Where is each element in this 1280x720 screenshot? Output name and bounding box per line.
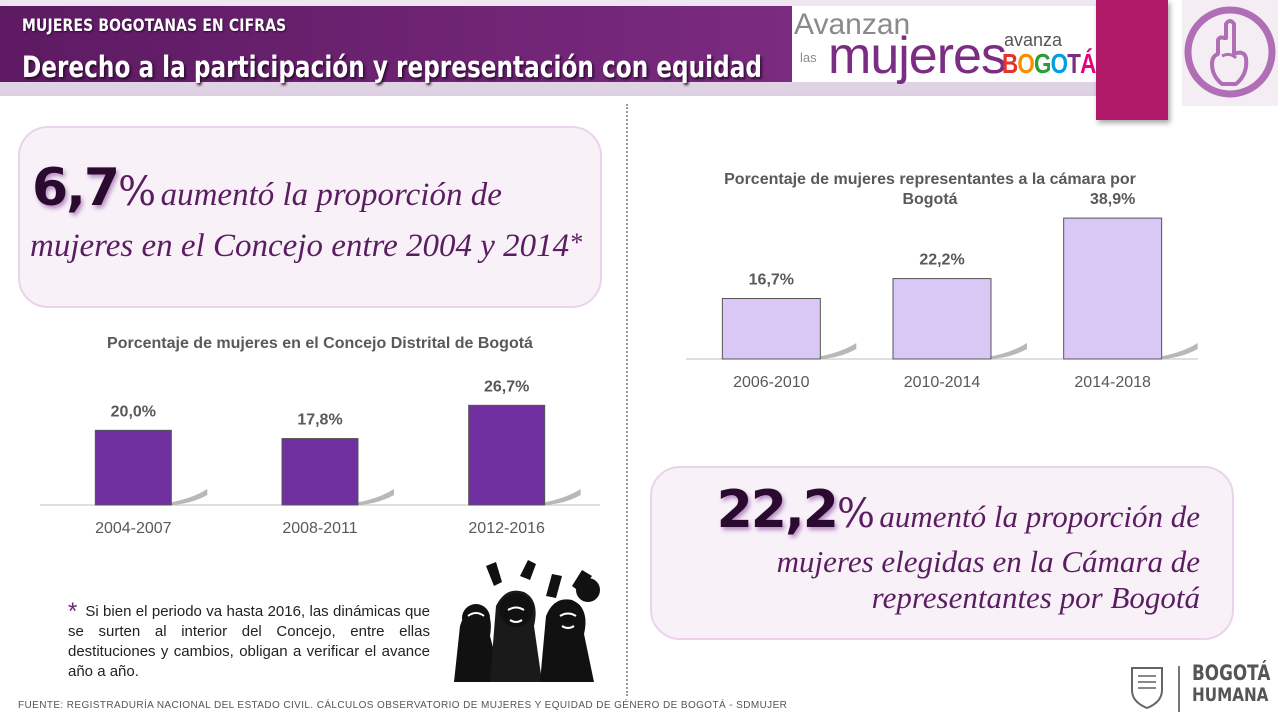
camara-bar-chart: 16,7% 2006-2010 22,2% 2010-2014 38,9% 2014-20…	[686, 191, 1198, 391]
camara-callout-text2: mujeres elegidas en la Cámara de	[776, 544, 1200, 579]
magenta-tab	[1096, 0, 1168, 120]
bar-value-label: 26,7%	[484, 378, 529, 395]
footnote: * Si bien el periodo va hasta 2016, las d…	[68, 600, 430, 682]
protest-women-illustration	[450, 556, 602, 682]
category-label: 2004-2007	[95, 520, 172, 537]
concejo-callout: 6,7% aumentó la proporción de mujeres en…	[18, 126, 602, 308]
bar-shadow	[816, 343, 857, 359]
slogan-bogota-letter: T	[1067, 48, 1081, 79]
category-label: 2014-2018	[1074, 374, 1151, 391]
bogota-humana-line1: BOGOTÁ	[1192, 661, 1271, 685]
bar-shadow	[987, 343, 1027, 359]
raised-finger-logo	[1182, 0, 1278, 106]
header-kicker: MUJERES BOGOTANAS EN CIFRAS	[22, 16, 287, 36]
raised-finger-icon	[1184, 6, 1276, 98]
bar-shadow	[354, 489, 394, 505]
bar-2006-2010	[721, 298, 821, 360]
slogan-bogota: BOGOTÁ	[1002, 48, 1096, 80]
slogan-las: las	[800, 50, 817, 65]
slogan-bogota-letter: G	[1034, 48, 1051, 79]
category-label: 2008-2011	[282, 520, 357, 537]
camara-percent-sign: %	[836, 491, 875, 537]
slogan-mujeres: mujeres	[828, 27, 1007, 85]
slogan-bogota-letter: O	[1017, 48, 1035, 79]
page-title: Derecho a la participación y representac…	[22, 50, 762, 84]
bar-2010-2014	[892, 278, 992, 360]
bar-value-label: 16,7%	[749, 272, 794, 289]
camara-highlight-number: 22,2	[716, 480, 839, 540]
concejo-percent-sign: %	[118, 169, 157, 215]
slogan-avanzan: Avanzan	[794, 8, 911, 41]
concejo-highlight-number: 6,7	[32, 158, 120, 218]
concejo-callout-line2: mujeres en el Concejo entre 2004 y 2014*	[30, 228, 582, 265]
concejo-chart-title: Porcentaje de mujeres en el Concejo Dist…	[107, 335, 533, 352]
camara-callout-line1: 22,2% aumentó la proporción de	[717, 480, 1200, 540]
slogan-avanza: avanza	[1004, 30, 1063, 50]
bar-2004-2007	[94, 429, 172, 506]
bar-value-label: 20,0%	[111, 403, 156, 420]
bar-2012-2016	[468, 404, 546, 506]
bogota-humana-line2: HUMANA	[1192, 684, 1269, 706]
concejo-asterisk: *	[569, 228, 583, 257]
concejo-bar-chart: 20,0% 2004-2007 17,8% 2008-2011 26,7% 2012-20…	[40, 378, 600, 537]
concejo-callout-text2: mujeres en el Concejo entre 2004 y 2014	[30, 228, 570, 264]
category-label: 2012-2016	[468, 520, 545, 537]
bar-2008-2011	[281, 438, 359, 506]
category-label: 2006-2010	[733, 374, 810, 391]
camara-callout-text3: representantes por Bogotá	[871, 580, 1200, 615]
bogota-humana-logo: BOGOTÁ HUMANA	[1192, 662, 1280, 706]
bar-shadow	[167, 489, 208, 505]
bar-shadow	[1157, 343, 1198, 359]
footer-divider	[1178, 666, 1180, 712]
footnote-asterisk: *	[68, 598, 78, 625]
bar-shadow	[540, 489, 581, 505]
concejo-callout-text1: aumentó la proporción de	[160, 177, 502, 213]
bar-value-label: 38,9%	[1090, 191, 1135, 208]
camara-chart-title: Porcentaje de mujeres representantes a l…	[724, 171, 1136, 208]
slogan-bogota-letter: Á	[1080, 48, 1096, 79]
camara-callout-text1: aumentó la proporción de	[879, 499, 1200, 534]
slogan-logo: Avanzan las mujeres avanza BOGOTÁ	[792, 6, 1098, 85]
header-banner: MUJERES BOGOTANAS EN CIFRAS Derecho a la…	[0, 6, 792, 84]
footnote-text: Si bien el periodo va hasta 2016, las di…	[68, 603, 430, 680]
camara-callout: 22,2% aumentó la proporción de mujeres e…	[650, 466, 1234, 640]
alcaldia-shield-icon	[1131, 667, 1163, 710]
source-note: FUENTE: REGISTRADURÍA NACIONAL DEL ESTAD…	[18, 700, 788, 711]
bar-value-label: 17,8%	[297, 412, 342, 429]
slogan-bogota-letter: O	[1050, 48, 1068, 79]
category-label: 2010-2014	[904, 374, 981, 391]
column-divider	[626, 104, 628, 696]
concejo-callout-line1: 6,7% aumentó la proporción de	[32, 158, 502, 218]
bar-value-label: 22,2%	[919, 252, 964, 269]
slogan-bogota-letter: B	[1002, 48, 1018, 79]
bar-2014-2018	[1063, 217, 1163, 360]
